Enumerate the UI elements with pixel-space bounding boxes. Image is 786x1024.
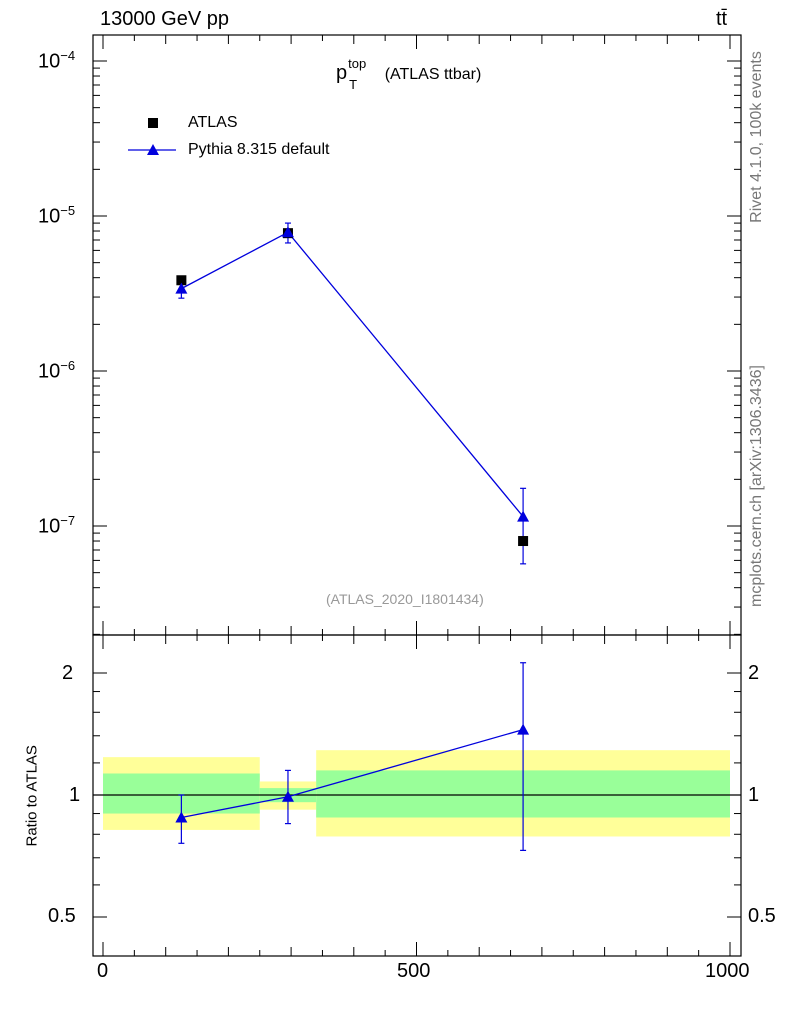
ratio-tick-1-right: 1 — [748, 784, 760, 806]
title-p: p — [336, 62, 348, 84]
title-sup: top — [348, 56, 367, 71]
pythia-point-1 — [281, 226, 294, 238]
x-tick-1000: 1000 — [705, 960, 750, 982]
title-sub: T — [349, 77, 358, 92]
legend-pythia-marker — [147, 144, 159, 155]
pythia-point-0 — [175, 282, 188, 294]
y-tick-1e-5: 10−5 — [38, 203, 76, 228]
side-label-rivet: Rivet 4.1.0, 100k events — [748, 51, 765, 223]
ratio-tick-05-left: 0.5 — [48, 905, 76, 927]
ratio-tick-05-right: 0.5 — [748, 905, 776, 927]
ratio-bands — [103, 750, 730, 837]
ratio-y-label: Ratio to ATLAS — [23, 745, 41, 847]
plot-title: p top T (ATLAS ttbar) — [336, 56, 482, 92]
legend-pythia-label: Pythia 8.315 default — [188, 141, 330, 158]
legend-marks — [128, 118, 176, 155]
main-series-group — [175, 222, 530, 565]
ratio-tick-2-right: 2 — [748, 662, 760, 684]
legend-atlas-marker — [148, 118, 158, 128]
x-tick-500: 500 — [397, 960, 431, 982]
analysis-watermark: (ATLAS_2020_I1801434) — [326, 591, 484, 607]
y-tick-1e-4: 10−4 — [38, 48, 76, 73]
atlas-point-0 — [176, 275, 187, 286]
y-tick-1e-6: 10−6 — [38, 358, 76, 383]
axis-ticks — [93, 35, 741, 956]
ratio-tick-1-left: 1 — [69, 784, 81, 806]
legend-atlas-label: ATLAS — [188, 114, 238, 131]
header-energy: 13000 GeV pp — [100, 8, 229, 30]
y-tick-1e-7: 10−7 — [38, 513, 76, 538]
side-label-source: mcplots.cern.ch [arXiv:1306.3436] — [748, 365, 765, 607]
ratio-pythia-point-0 — [175, 811, 188, 823]
x-tick-0: 0 — [97, 960, 109, 982]
pythia-point-2 — [517, 510, 530, 522]
header-process: tt̄ — [716, 8, 728, 30]
atlas-point-2 — [518, 536, 529, 547]
pythia-line — [181, 231, 524, 518]
ratio-pythia-point-1 — [281, 790, 294, 802]
ratio-tick-2-left: 2 — [62, 662, 74, 684]
ratio-pythia-point-2 — [517, 723, 530, 735]
title-rest: (ATLAS ttbar) — [384, 66, 482, 83]
ratio-series-group — [175, 662, 530, 851]
